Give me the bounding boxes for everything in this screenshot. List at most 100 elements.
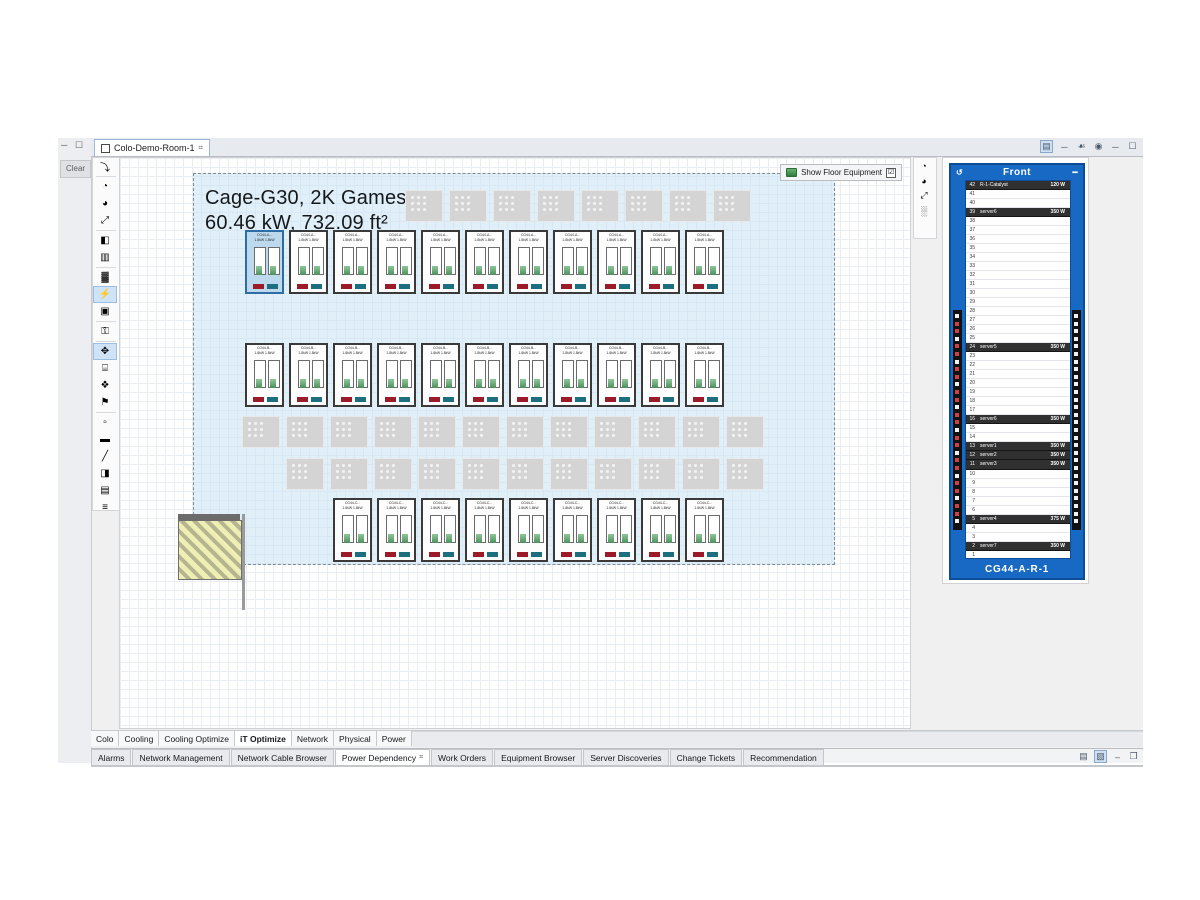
rack-u-slot[interactable]: 23 [966, 352, 1070, 362]
floor-tile[interactable] [638, 416, 676, 448]
rack-cabinet[interactable]: CG44-C... 1.8kW 1.8kW [597, 498, 636, 562]
floor-tile[interactable] [682, 416, 720, 448]
rack-device-row[interactable]: 12 server2 350 W [966, 451, 1070, 461]
move-tool[interactable]: ✥ [93, 343, 117, 360]
rack-device-row[interactable]: 42 R-1-Catalyst 120 W [966, 181, 1070, 191]
rack-u-slot[interactable]: 33 [966, 262, 1070, 272]
rack-cabinet[interactable]: CG44-B... 1.8kW 1.8kW [553, 343, 592, 407]
region-tool[interactable]: ▫ [103, 417, 107, 428]
floor-tile[interactable] [242, 416, 280, 448]
column-header-outlet[interactable]: Outlet [465, 766, 542, 767]
rack-u-slot[interactable]: 7 [966, 497, 1070, 506]
rack-cabinet[interactable]: CG44-B... 1.8kW 1.8kW [465, 343, 504, 407]
floorplan-tab-cooling-optimize[interactable]: Cooling Optimize [159, 731, 236, 746]
rack-cabinet[interactable]: CG44-C... 1.8kW 1.8kW [465, 498, 504, 562]
rack-u-slot[interactable]: 18 [966, 397, 1070, 407]
column-header-power-limit[interactable]: Power Limit [1137, 766, 1144, 767]
floorplan-tab-cooling[interactable]: Cooling [119, 731, 160, 746]
bottom-tab-work-orders[interactable]: Work Orders [431, 749, 494, 765]
rack-u-slot[interactable]: 40 [966, 199, 1070, 209]
rack-cabinet[interactable]: CG44-A... 1.8kW 1.8kW [289, 230, 328, 294]
floor-tile[interactable] [638, 458, 676, 490]
rack-u-slot[interactable]: 21 [966, 370, 1070, 380]
column-header-remaining-ca[interactable]: Remaining Ca... [1050, 766, 1137, 767]
rotate-icon[interactable]: ↺ [956, 167, 964, 177]
collapse-icon[interactable]: ─ [1061, 141, 1068, 152]
floor-tile[interactable] [594, 458, 632, 490]
rack-u-slot[interactable]: 17 [966, 406, 1070, 416]
rack-cabinet[interactable]: CG44-A... 1.8kW 1.8kW [465, 230, 504, 294]
rack-u-slot[interactable]: 41 [966, 190, 1070, 200]
floorplan-tab-physical[interactable]: Physical [334, 731, 377, 746]
floor-tile[interactable] [462, 458, 500, 490]
fit-view-tool[interactable]: ⤢ [101, 215, 109, 226]
layers-tool[interactable]: ◧ [100, 235, 110, 246]
label-tool[interactable]: ▤ [100, 485, 110, 496]
detach-view-icon[interactable]: ▧ [1094, 750, 1107, 763]
rack-cabinet[interactable]: CG44-C... 1.8kW 1.8kW [685, 498, 724, 562]
restore-view-icon[interactable]: ▤ [1079, 751, 1088, 761]
rack-u-slot[interactable]: 20 [966, 379, 1070, 389]
floor-tile[interactable] [625, 190, 663, 222]
floor-tile[interactable] [550, 458, 588, 490]
floor-tile[interactable] [418, 458, 456, 490]
rack-cabinet[interactable]: CG44-A... 1.8kW 1.8kW [245, 230, 284, 294]
rack-cabinet[interactable]: CG44-B... 1.8kW 1.8kW [377, 343, 416, 407]
rack-u-slot[interactable]: 36 [966, 235, 1070, 245]
highlight-tool[interactable]: ▬ [100, 434, 110, 445]
rack-cabinet[interactable]: CG44-C... 1.8kW 1.8kW [421, 498, 460, 562]
bottom-tab-power-dependency[interactable]: Power Dependency ⌗ [334, 749, 431, 765]
rack-u-slot[interactable]: 28 [966, 307, 1070, 317]
report-tool[interactable]: ≡ [102, 502, 108, 513]
floor-tile[interactable] [286, 416, 324, 448]
rack-cabinet[interactable]: CG44-A... 1.8kW 1.8kW [377, 230, 416, 294]
rack-cabinet[interactable]: CG44-C... 1.8kW 1.8kW [553, 498, 592, 562]
power-tool[interactable]: ⚡ [93, 286, 117, 303]
floor-tile[interactable] [537, 190, 575, 222]
checkbox-icon[interactable]: ☑ [886, 167, 896, 178]
rack-device-row[interactable]: 11 server3 350 W [966, 460, 1070, 470]
rack-u-slot[interactable]: 38 [966, 217, 1070, 227]
power-dependency-table[interactable]: Item▲LocationPhaseOutletBreaker modul...… [91, 765, 1143, 767]
restore-icon[interactable]: ☐ [75, 140, 84, 150]
rack-cabinet[interactable]: CG44-C... 1.8kW 1.8kW [333, 498, 372, 562]
rack-cabinet[interactable]: CG44-C... 1.8kW 1.8kW [377, 498, 416, 562]
legend-icon[interactable]: ░ [920, 205, 928, 216]
rack-u-slot[interactable]: 1 [966, 551, 1070, 558]
minimize-icon[interactable]: ─ [1112, 141, 1119, 152]
rack-device-row[interactable]: 24 server5 350 W [966, 343, 1070, 353]
column-header-estimated-load[interactable]: Estimated load [629, 766, 716, 767]
rack-cabinet[interactable]: CG44-B... 1.8kW 1.8kW [289, 343, 328, 407]
rack-cabinet[interactable]: CG44-A... 1.8kW 1.8kW [641, 230, 680, 294]
rack-cabinet[interactable]: CG44-B... 1.8kW 1.8kW [333, 343, 372, 407]
rack-u-slot[interactable]: 34 [966, 253, 1070, 263]
floor-tile[interactable] [713, 190, 751, 222]
floor-tile[interactable] [449, 190, 487, 222]
notes-tool[interactable]: ▥ [100, 252, 110, 263]
alarm-tool[interactable]: ⚑ [100, 397, 110, 408]
floor-tile[interactable] [506, 458, 544, 490]
bottom-tab-change-tickets[interactable]: Change Tickets [669, 749, 743, 765]
measure-tool[interactable]: ╱ [101, 451, 109, 462]
pointer-tool[interactable]: ⤵ [100, 163, 110, 174]
rack-cabinet[interactable]: CG44-A... 1.8kW 1.8kW [597, 230, 636, 294]
close-icon[interactable]: ⌗ [419, 753, 424, 761]
floor-tile[interactable] [682, 458, 720, 490]
floor-tile[interactable] [581, 190, 619, 222]
rack-cabinet[interactable]: CG44-B... 1.8kW 1.8kW [421, 343, 460, 407]
rack-u-slot[interactable]: 9 [966, 479, 1070, 488]
bottom-tab-recommendation[interactable]: Recommendation [743, 749, 824, 765]
rack-cabinet[interactable]: CG44-C... 1.8kW 1.8kW [509, 498, 548, 562]
rack-u-slot[interactable]: 3 [966, 533, 1070, 542]
rack-u-slot[interactable]: 31 [966, 280, 1070, 290]
network-tool[interactable]: ❖ [100, 380, 110, 391]
rack-u-slot[interactable]: 30 [966, 289, 1070, 299]
rack-u-slot[interactable]: 10 [966, 470, 1070, 479]
hierarchy-icon[interactable]: ☙ [1077, 141, 1086, 151]
clear-button[interactable]: Clear [60, 160, 91, 178]
rack-tool[interactable]: ⌸ [102, 363, 108, 374]
rack-u-slot[interactable]: 35 [966, 244, 1070, 254]
maximize-icon[interactable]: ❐ [1129, 751, 1138, 761]
floor-tile[interactable] [550, 416, 588, 448]
rack-u-slot[interactable]: 4 [966, 524, 1070, 533]
